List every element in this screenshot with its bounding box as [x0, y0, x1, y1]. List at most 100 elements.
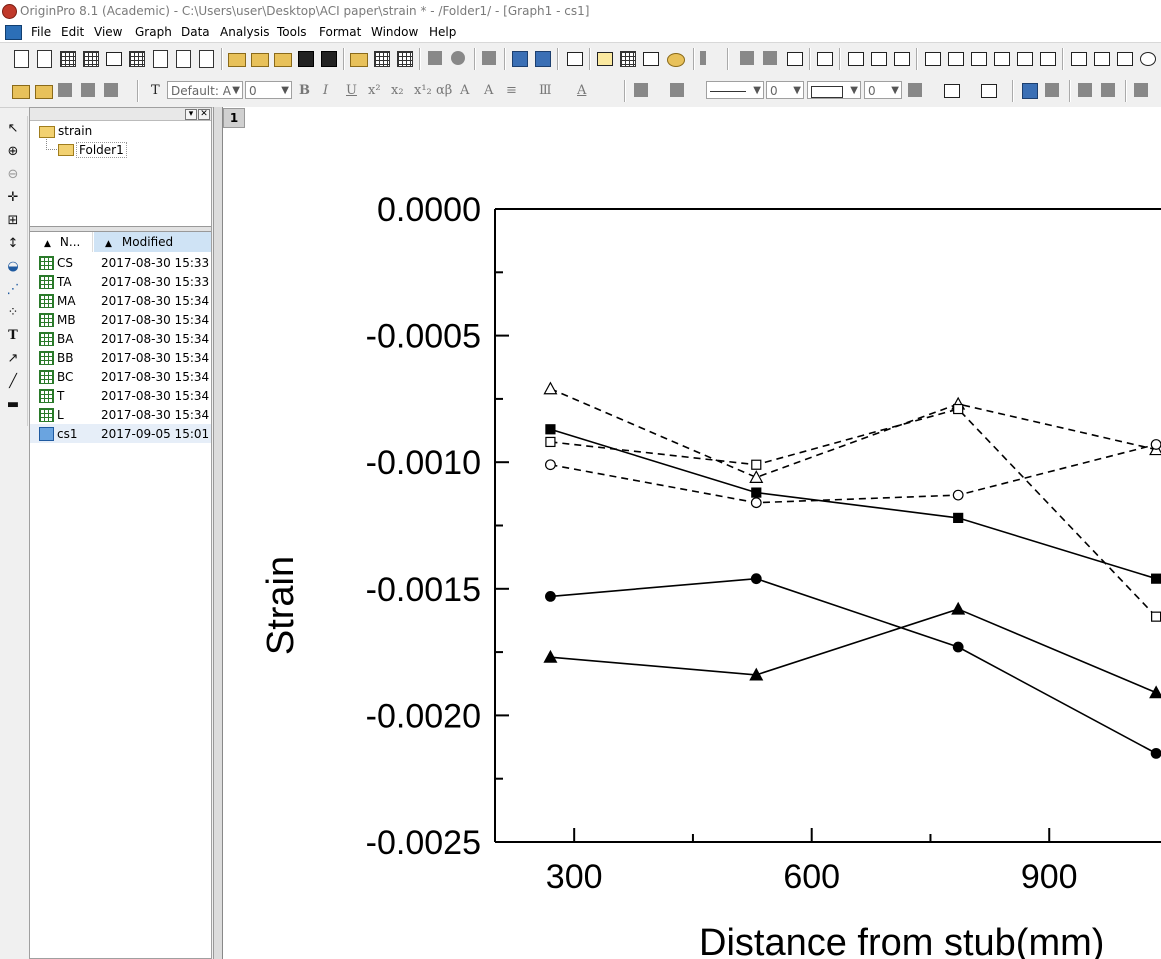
new-layout-icon[interactable]	[176, 50, 191, 68]
add-layer-icon[interactable]	[848, 52, 864, 66]
unmask-icon[interactable]	[1045, 83, 1059, 97]
add-table-icon[interactable]	[1117, 52, 1133, 66]
zoom-in-window-icon[interactable]	[740, 51, 754, 65]
new-excel-icon[interactable]	[83, 51, 99, 67]
new-workbook-icon[interactable]	[60, 51, 76, 67]
column-align-icon[interactable]: Ⅲ	[539, 83, 552, 98]
new-matrix-icon[interactable]	[129, 51, 145, 67]
merge-graphs-icon[interactable]	[871, 52, 887, 66]
ungroup-icon[interactable]	[81, 83, 95, 97]
line-tool-icon[interactable]: ╱	[9, 374, 17, 389]
new-notes-icon[interactable]	[199, 50, 214, 68]
zoom-in-icon[interactable]: ⊕	[7, 144, 19, 159]
regional-selector-icon[interactable]: ◒	[7, 259, 19, 274]
menu-edit[interactable]: Edit	[61, 25, 85, 39]
project-explorer-icon[interactable]	[567, 52, 583, 66]
list-item-ba[interactable]: BA 2017-08-30 15:34	[30, 329, 211, 348]
zoom-out-window-icon[interactable]	[763, 51, 777, 65]
font-size-combo[interactable]: 0 ▼	[245, 81, 292, 99]
list-item-bb[interactable]: BB 2017-08-30 15:34	[30, 348, 211, 367]
list-item-ma[interactable]: MA 2017-08-30 15:34	[30, 291, 211, 310]
draw-data-icon[interactable]: ⋰	[6, 282, 20, 297]
results-log-icon[interactable]	[535, 51, 551, 67]
menu-window[interactable]: Window	[371, 25, 419, 39]
underline-icon[interactable]: U	[346, 83, 357, 98]
menu-analysis[interactable]: Analysis	[220, 25, 270, 39]
save-project-icon[interactable]	[298, 51, 314, 67]
add-color-scale-icon[interactable]	[1094, 52, 1110, 66]
document-icon[interactable]	[5, 25, 22, 40]
spread-icon[interactable]	[1078, 83, 1092, 97]
bold-icon[interactable]: B	[299, 83, 310, 98]
custom-routine-icon[interactable]	[643, 52, 659, 66]
subscript-icon[interactable]: x₂	[391, 83, 404, 98]
menu-help[interactable]: Help	[429, 25, 457, 39]
axes-inset-icon[interactable]	[1017, 52, 1033, 66]
superscript-icon[interactable]: x²	[368, 83, 381, 98]
column-header-name[interactable]: ▲ N...	[30, 232, 93, 252]
increase-font-icon[interactable]: A	[460, 83, 470, 98]
menu-tools[interactable]: Tools	[277, 25, 307, 39]
line-width-combo[interactable]: 0 ▼	[766, 81, 804, 99]
tree-root-strain[interactable]: strain	[58, 124, 93, 138]
font-color-icon[interactable]: A	[577, 83, 587, 98]
list-item-ta[interactable]: TA 2017-08-30 15:33	[30, 272, 211, 291]
layer-1-badge[interactable]: 1	[223, 108, 245, 128]
line-color-icon[interactable]	[670, 83, 684, 97]
add-timestamp-icon[interactable]	[1140, 52, 1156, 66]
new-project-icon[interactable]	[14, 50, 29, 68]
duplicate-icon[interactable]	[428, 51, 442, 65]
table-border-icon[interactable]	[981, 84, 997, 98]
supersub-icon[interactable]: x¹₂	[414, 83, 432, 98]
menu-graph[interactable]: Graph	[135, 25, 172, 39]
print-icon[interactable]	[482, 51, 496, 65]
tools-gear-icon[interactable]	[667, 53, 685, 67]
rectangle-tool-icon[interactable]: ▬	[6, 397, 20, 412]
column-header-modified[interactable]: ▲ Modified	[94, 232, 211, 252]
highlight-icon[interactable]	[35, 85, 53, 99]
list-item-cs1[interactable]: cs1 2017-09-05 15:01	[30, 424, 211, 443]
import-multiple-icon[interactable]	[397, 51, 413, 67]
graph-window[interactable]: 0.0000 -0.0005 -0.0010 -0.0015 -0.0020 -0.002…	[222, 107, 1161, 959]
open-excel-icon[interactable]	[274, 53, 292, 67]
app-icon[interactable]	[2, 4, 17, 19]
new-function-icon[interactable]	[153, 50, 168, 68]
list-item-bc[interactable]: BC 2017-08-30 15:34	[30, 367, 211, 386]
fill-color-icon[interactable]	[634, 83, 648, 97]
scatter-points-icon[interactable]: ⁘	[7, 305, 19, 320]
menu-file[interactable]: File	[31, 25, 52, 39]
greek-icon[interactable]: αβ	[436, 83, 453, 98]
axes-bottom-left-icon[interactable]	[925, 52, 941, 66]
menu-data[interactable]: Data	[181, 25, 210, 39]
new-folder-doc-icon[interactable]	[37, 50, 52, 68]
arrow-tool-icon[interactable]: ↗	[7, 351, 19, 366]
rescale-icon[interactable]	[817, 52, 833, 66]
code-builder-icon[interactable]	[512, 51, 528, 67]
screen-reader-icon[interactable]: ✛	[7, 190, 19, 205]
script-window-icon[interactable]	[620, 51, 636, 67]
extract-layers-icon[interactable]	[894, 52, 910, 66]
pencil-icon[interactable]	[12, 85, 30, 99]
data-reader-icon[interactable]: ⊞	[7, 213, 19, 228]
whole-page-icon[interactable]	[787, 52, 803, 66]
remove-icon[interactable]	[104, 83, 118, 97]
list-item-l[interactable]: L 2017-08-30 15:34	[30, 405, 211, 424]
align-left-icon[interactable]: ≡	[506, 83, 517, 98]
font-combo[interactable]: Default: A ▼	[167, 81, 243, 99]
chevron-down-icon[interactable]: ▾	[185, 109, 197, 120]
axes-box-icon[interactable]	[994, 52, 1010, 66]
import-ascii-icon[interactable]	[374, 51, 390, 67]
save-template-icon[interactable]	[321, 51, 337, 67]
tree-folder1[interactable]: Folder1	[76, 142, 127, 158]
menu-format[interactable]: Format	[319, 25, 362, 39]
border-style-combo[interactable]: ▼	[807, 81, 861, 99]
line-style-combo[interactable]: ▼	[706, 81, 764, 99]
command-window-icon[interactable]	[597, 52, 613, 66]
decrease-font-icon[interactable]: A	[484, 83, 494, 98]
zoom-out-icon[interactable]: ⊖	[7, 167, 19, 182]
list-item-t[interactable]: T 2017-08-30 15:34	[30, 386, 211, 405]
refresh-icon[interactable]	[451, 51, 465, 65]
menu-view[interactable]: View	[94, 25, 123, 39]
group-icon[interactable]	[58, 83, 72, 97]
align-icon[interactable]	[1101, 83, 1115, 97]
